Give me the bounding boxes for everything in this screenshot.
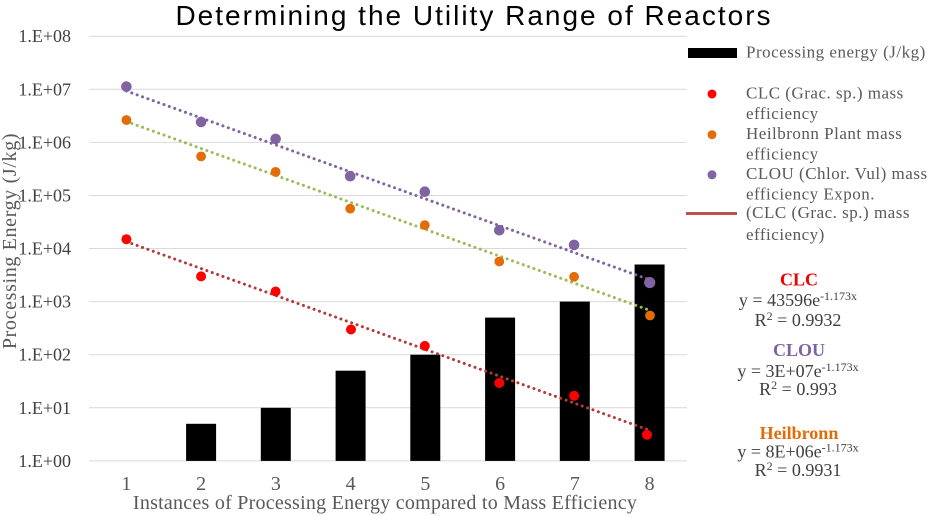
svg-text:1.E+05: 1.E+05 [18, 186, 71, 206]
svg-text:1.E+07: 1.E+07 [18, 79, 71, 99]
svg-text:(CLC (Grac. sp.) mass: (CLC (Grac. sp.) mass [746, 203, 910, 222]
svg-text:1.E+03: 1.E+03 [18, 292, 71, 312]
svg-text:CLOU (Chlor. Vul) mass: CLOU (Chlor. Vul) mass [746, 164, 928, 183]
svg-text:y = 8E+06e-1.173x: y = 8E+06e-1.173x [737, 441, 858, 462]
svg-text:7: 7 [570, 473, 580, 495]
svg-text:CLC (Grac. sp.) mass: CLC (Grac. sp.) mass [746, 84, 904, 103]
svg-text:8: 8 [645, 473, 655, 495]
svg-text:CLOU: CLOU [773, 340, 825, 360]
svg-text:1.E+04: 1.E+04 [18, 239, 71, 259]
svg-text:efficiency: efficiency [746, 145, 819, 164]
svg-text:efficiency Expon.: efficiency Expon. [746, 185, 875, 204]
svg-text:y = 43596e-1.173x: y = 43596e-1.173x [739, 289, 857, 310]
svg-text:1: 1 [121, 473, 131, 495]
svg-text:1.E+06: 1.E+06 [18, 132, 71, 152]
svg-text:1.E+00: 1.E+00 [18, 451, 71, 471]
svg-text:R2 = 0.9932: R2 = 0.9932 [755, 309, 842, 330]
svg-text:Determining the Utility Range: Determining the Utility Range of Reactor… [175, 0, 772, 31]
svg-text:1.E+08: 1.E+08 [18, 26, 71, 46]
svg-text:Heilbronn Plant mass: Heilbronn Plant mass [746, 124, 902, 143]
svg-text:4: 4 [346, 473, 356, 495]
svg-text:5: 5 [420, 473, 430, 495]
svg-text:3: 3 [271, 473, 281, 495]
svg-text:R2 = 0.993: R2 = 0.993 [759, 378, 837, 399]
svg-text:CLC: CLC [780, 270, 818, 290]
svg-text:y = 3E+07e-1.173x: y = 3E+07e-1.173x [737, 360, 858, 381]
svg-text:Processing Energy (J/kg): Processing Energy (J/kg) [0, 133, 21, 349]
svg-text:Processing energy (J/kg): Processing energy (J/kg) [746, 43, 926, 62]
svg-text:efficiency): efficiency) [746, 225, 825, 244]
svg-text:efficiency: efficiency [746, 104, 819, 123]
svg-text:Instances of Processing Energy: Instances of Processing Energy compared … [133, 492, 637, 514]
svg-text:6: 6 [495, 473, 505, 495]
svg-text:R2 = 0.9931: R2 = 0.9931 [755, 459, 842, 480]
svg-text:1.E+01: 1.E+01 [18, 398, 71, 418]
svg-text:2: 2 [196, 473, 206, 495]
svg-text:Heilbronn: Heilbronn [760, 423, 839, 443]
svg-text:1.E+02: 1.E+02 [18, 345, 71, 365]
